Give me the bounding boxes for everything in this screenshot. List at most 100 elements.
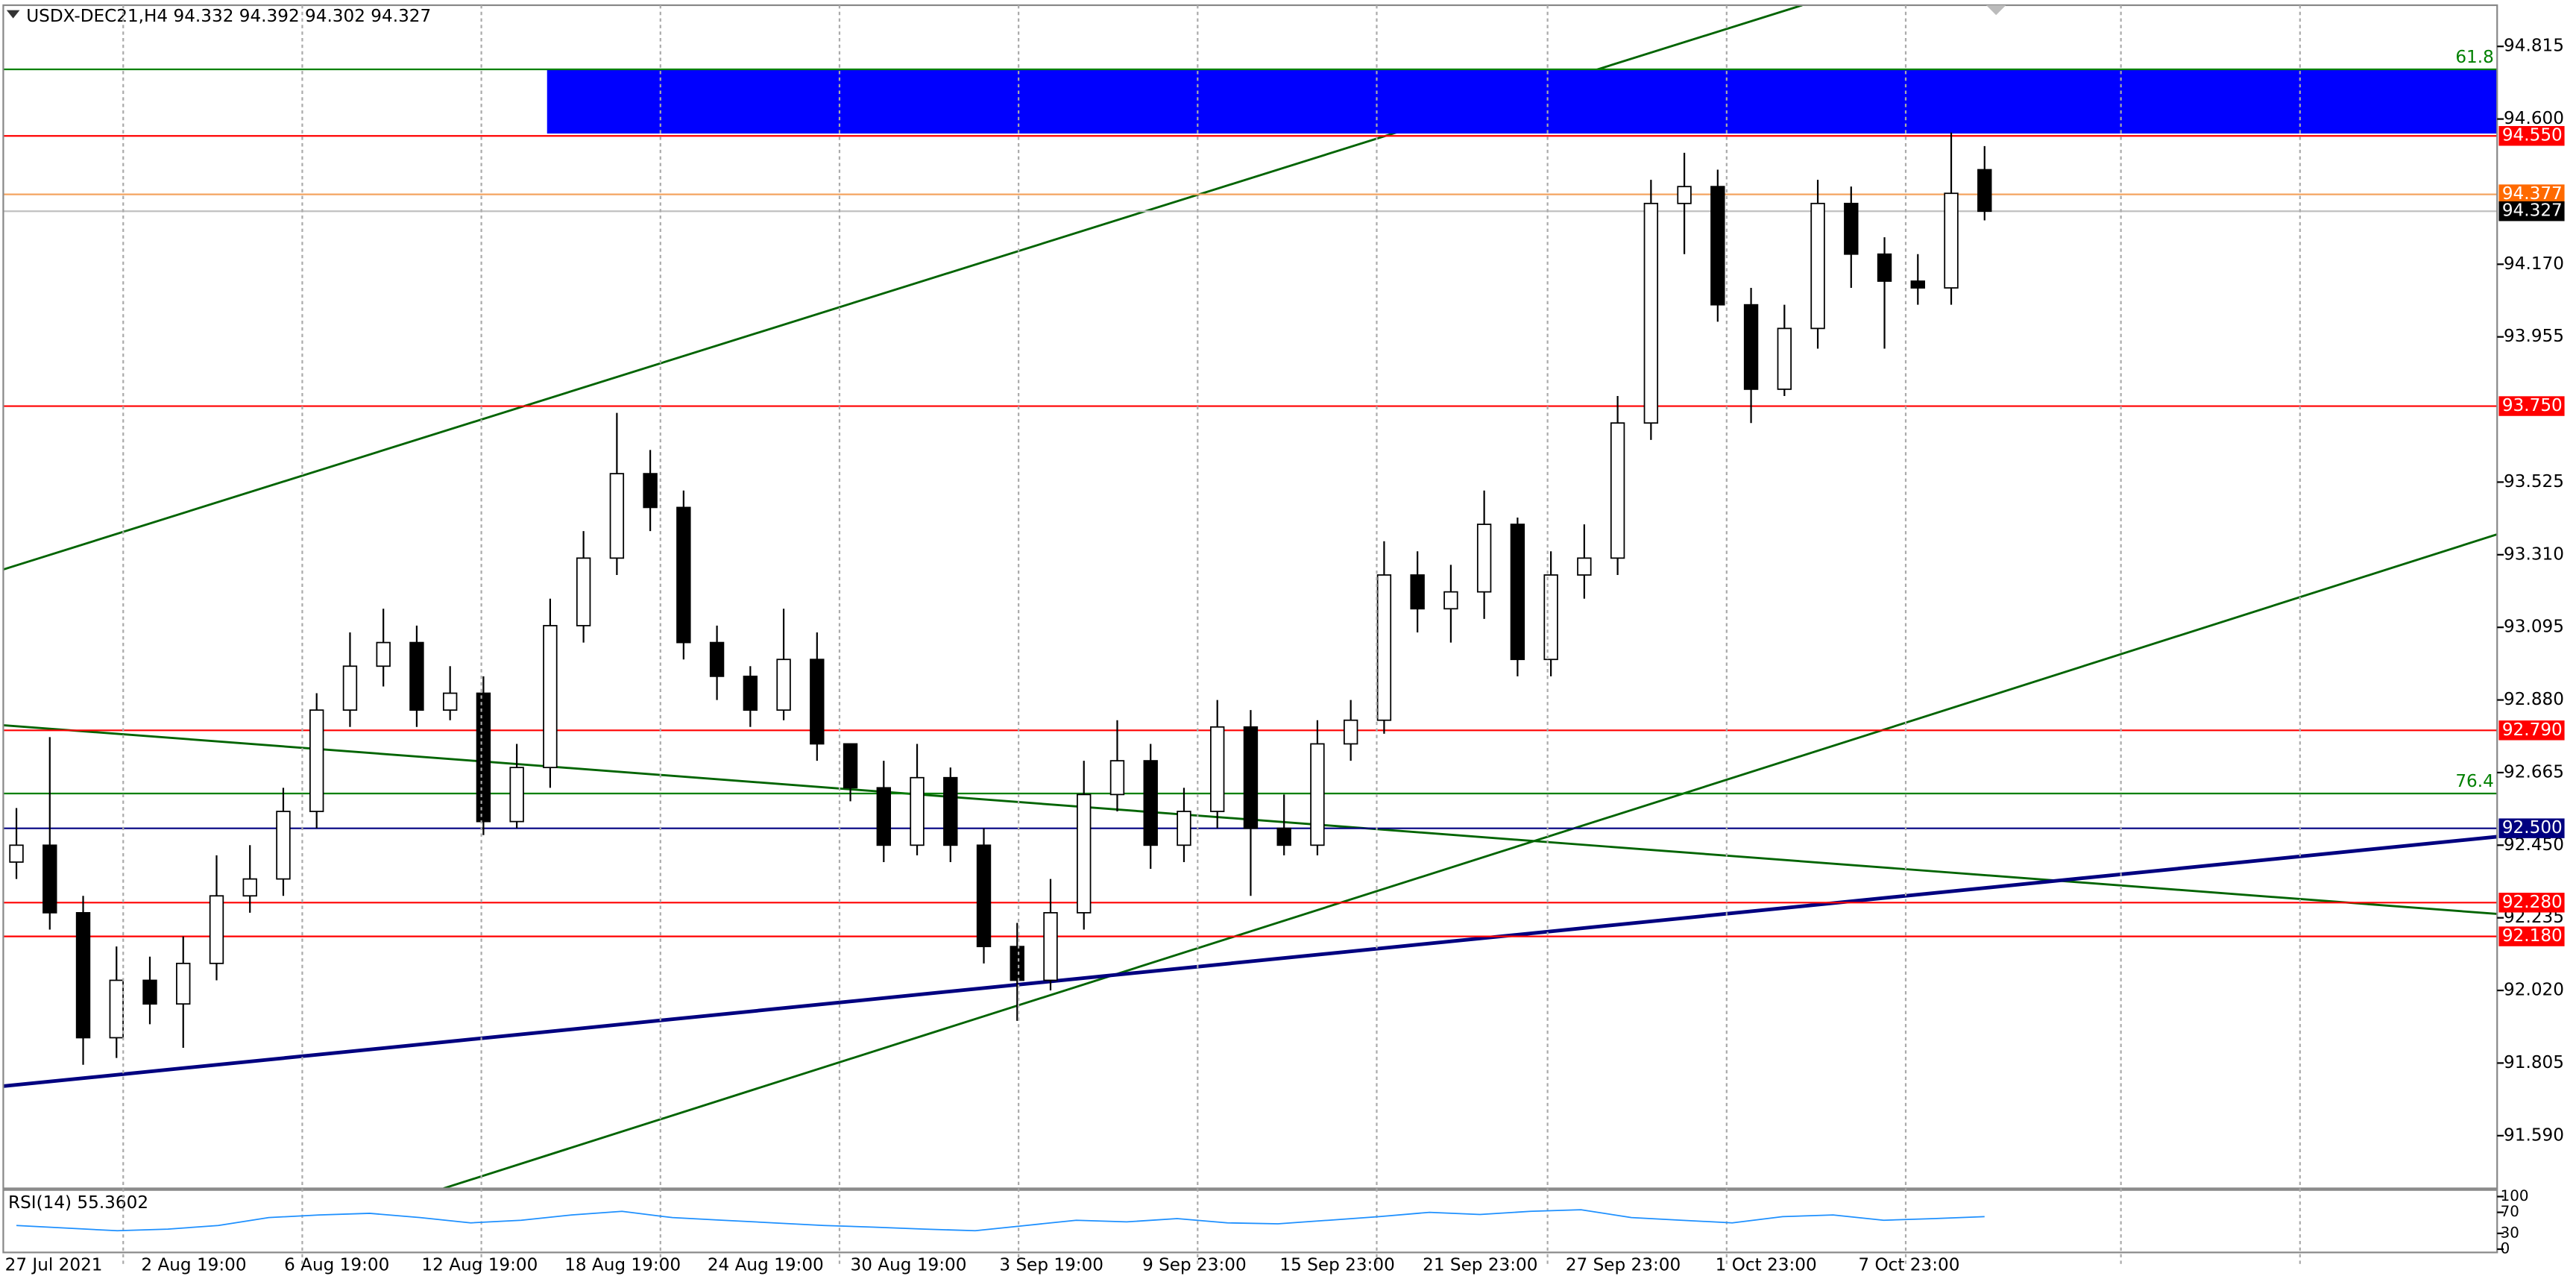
price-label: 93.750: [2502, 396, 2563, 415]
trend-line: [443, 533, 2498, 1189]
candle-body: [1810, 202, 1825, 330]
candle-body: [1010, 946, 1024, 981]
candle-body: [1710, 186, 1725, 306]
candle-body: [209, 895, 224, 964]
fib-label: 61.8: [2455, 48, 2494, 67]
candle-body: [242, 878, 257, 897]
candle-body: [1410, 574, 1425, 610]
y-tick-label: 92.880: [2504, 690, 2564, 709]
y-tick-label: 91.805: [2504, 1053, 2564, 1072]
candle-body: [643, 473, 658, 509]
candle-body: [1476, 524, 1492, 593]
price-label: 92.280: [2502, 893, 2563, 912]
time-label: 24 Aug 19:00: [708, 1256, 824, 1275]
price-label-box: [2498, 926, 2565, 946]
time-label: 6 Aug 19:00: [284, 1256, 389, 1275]
candle-body: [1210, 726, 1225, 812]
time-label: 1 Oct 23:00: [1716, 1256, 1817, 1275]
candle-body: [1777, 327, 1792, 390]
candle-body: [1510, 524, 1525, 661]
y-tick-label: 93.525: [2504, 472, 2564, 491]
price-label-box: [2498, 126, 2565, 146]
candle-body: [1844, 202, 1859, 255]
rsi-tick-label: 100: [2501, 1187, 2529, 1204]
candle-body: [1610, 422, 1625, 559]
price-label: 92.180: [2502, 926, 2563, 946]
time-label: 12 Aug 19:00: [421, 1256, 538, 1275]
time-label: 2 Aug 19:00: [141, 1256, 246, 1275]
time-label: 30 Aug 19:00: [851, 1256, 967, 1275]
price-label-box: [2498, 893, 2565, 913]
candle-body: [109, 979, 124, 1039]
time-label: 27 Sep 23:00: [1566, 1256, 1681, 1275]
candle-body: [576, 557, 591, 626]
y-tick-label: 94.815: [2504, 37, 2564, 56]
candle-body: [1577, 557, 1592, 576]
candle-body: [1276, 827, 1291, 846]
candle-body: [543, 625, 558, 769]
time-label: 18 Aug 19:00: [564, 1256, 681, 1275]
price-label-box: [2498, 396, 2565, 416]
candle-body: [910, 776, 925, 846]
plot-area: [3, 4, 2498, 1189]
candle-body: [476, 692, 491, 823]
rsi-line: [16, 1209, 1985, 1232]
fib-label: 76.4: [2455, 772, 2494, 791]
candle-body: [1243, 726, 1259, 829]
time-label: 3 Sep 19:00: [999, 1256, 1103, 1275]
candle-body: [609, 473, 625, 559]
price-label: 94.327: [2502, 201, 2563, 221]
price-label: 94.550: [2502, 126, 2563, 145]
y-tick-label: 91.590: [2504, 1125, 2564, 1145]
candle-body: [843, 743, 858, 789]
candle-body: [409, 641, 424, 711]
time-label: 9 Sep 23:00: [1142, 1256, 1247, 1275]
candle-body: [75, 912, 91, 1039]
candle-body: [1543, 574, 1558, 661]
price-label: 92.790: [2502, 720, 2563, 740]
candle-body: [943, 776, 958, 846]
candle-body: [876, 787, 891, 846]
candle-body: [1043, 912, 1058, 981]
candle-body: [9, 844, 24, 863]
y-tick-label: 94.600: [2504, 109, 2564, 128]
price-label: 94.377: [2502, 184, 2563, 204]
candle-body: [1677, 186, 1692, 204]
shift-marker: [1985, 4, 2006, 16]
rsi-tick-label: 70: [2501, 1203, 2519, 1220]
candle-body: [1743, 304, 1759, 390]
plot-border: [2, 4, 2498, 1190]
menu-arrow[interactable]: [6, 10, 20, 19]
rsi-tick-label: 30: [2501, 1224, 2519, 1241]
candle-body: [1109, 760, 1125, 796]
rsi-tick-label: 0: [2501, 1239, 2510, 1257]
y-tick-label: 92.020: [2504, 981, 2564, 1000]
y-tick-label: 92.665: [2504, 762, 2564, 782]
candle-body: [376, 641, 391, 667]
candle-body: [743, 675, 758, 711]
candle-body: [276, 811, 291, 880]
candle-body: [442, 692, 458, 711]
price-label-box: [2498, 720, 2565, 741]
candle-body: [1177, 811, 1191, 846]
candle-body: [1443, 591, 1458, 610]
candle-body: [976, 844, 992, 948]
candle-body: [342, 665, 358, 711]
y-tick-label: 93.955: [2504, 327, 2564, 346]
time-label: 15 Sep 23:00: [1279, 1256, 1394, 1275]
time-label: 7 Oct 23:00: [1858, 1256, 1959, 1275]
candle-body: [509, 767, 524, 823]
candle-body: [142, 979, 157, 1005]
chart-header: USDX-DEC21,H4 94.332 94.392 94.302 94.32…: [26, 7, 431, 26]
candle-body: [1376, 574, 1392, 721]
candle-body: [1977, 169, 1992, 213]
candle-body: [1910, 280, 1925, 289]
y-tick-label: 93.310: [2504, 544, 2564, 564]
y-tick-label: 93.095: [2504, 617, 2564, 637]
price-label-box: [2498, 184, 2565, 204]
candle-body: [1877, 253, 1892, 282]
candle-body: [176, 962, 191, 1005]
trend-line: [3, 835, 2498, 1088]
